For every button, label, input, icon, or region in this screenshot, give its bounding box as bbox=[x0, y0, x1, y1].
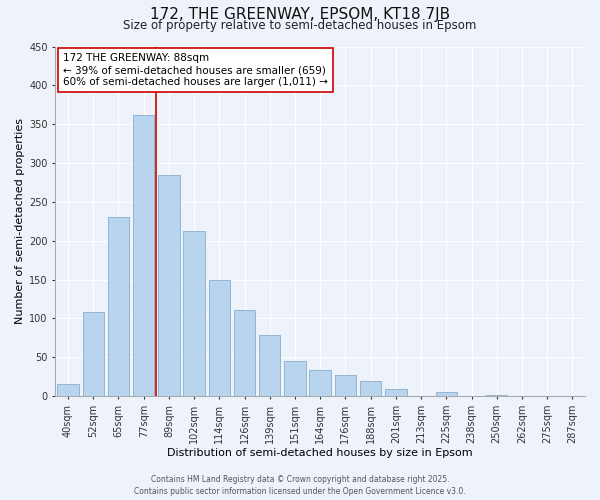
Text: Contains HM Land Registry data © Crown copyright and database right 2025.
Contai: Contains HM Land Registry data © Crown c… bbox=[134, 474, 466, 496]
Bar bbox=[436, 392, 457, 396]
X-axis label: Distribution of semi-detached houses by size in Epsom: Distribution of semi-detached houses by … bbox=[167, 448, 473, 458]
Bar bbox=[209, 280, 230, 396]
Text: Size of property relative to semi-detached houses in Epsom: Size of property relative to semi-detach… bbox=[124, 18, 476, 32]
Bar bbox=[133, 115, 154, 396]
Y-axis label: Number of semi-detached properties: Number of semi-detached properties bbox=[15, 118, 25, 324]
Bar bbox=[284, 361, 306, 396]
Bar bbox=[259, 335, 280, 396]
Bar bbox=[184, 232, 205, 396]
Bar bbox=[58, 384, 79, 396]
Bar bbox=[234, 310, 255, 396]
Bar bbox=[385, 389, 407, 396]
Bar bbox=[108, 218, 129, 396]
Bar bbox=[310, 370, 331, 396]
Bar bbox=[83, 312, 104, 396]
Bar bbox=[335, 375, 356, 396]
Bar bbox=[360, 380, 382, 396]
Text: 172, THE GREENWAY, EPSOM, KT18 7JB: 172, THE GREENWAY, EPSOM, KT18 7JB bbox=[150, 8, 450, 22]
Bar bbox=[158, 174, 179, 396]
Text: 172 THE GREENWAY: 88sqm
← 39% of semi-detached houses are smaller (659)
60% of s: 172 THE GREENWAY: 88sqm ← 39% of semi-de… bbox=[64, 54, 328, 86]
